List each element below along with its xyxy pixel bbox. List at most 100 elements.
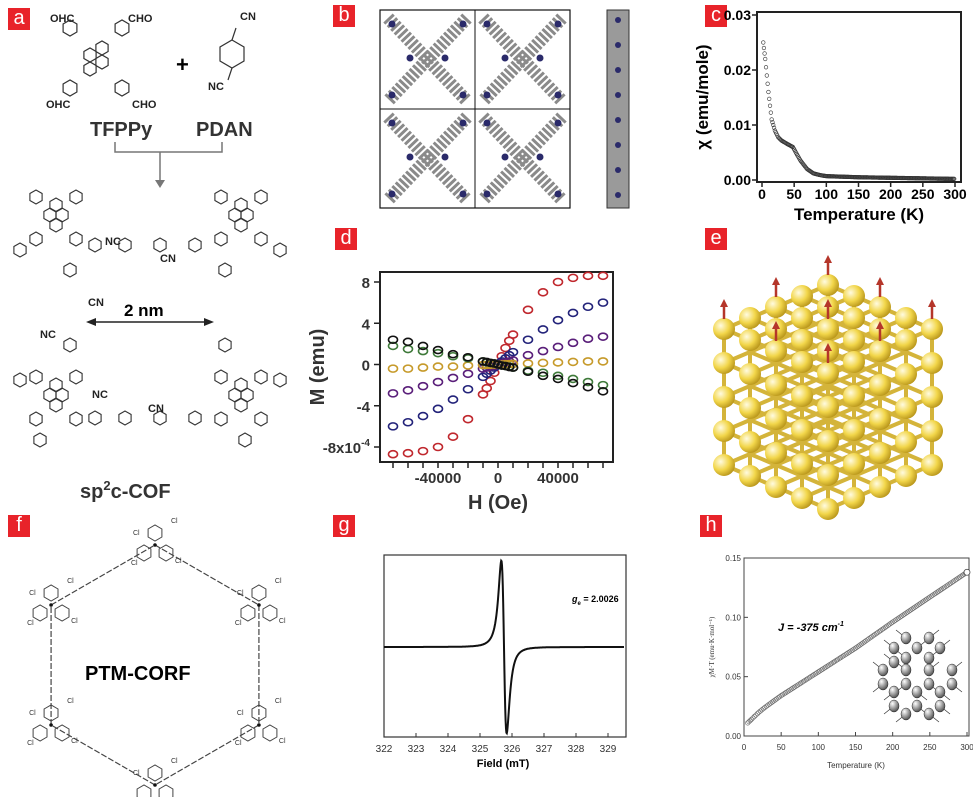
nitrogen-atom — [501, 153, 509, 161]
carbon-atom — [900, 631, 912, 645]
data-point-purple — [417, 381, 429, 391]
atom-sphere — [895, 431, 917, 453]
data-point — [761, 40, 766, 45]
nitrile-label: NC — [208, 81, 224, 93]
data-point-navy — [507, 347, 519, 357]
atom-sphere — [921, 352, 943, 374]
spin-arrow-head-icon — [876, 321, 884, 329]
carbon-atom — [911, 641, 923, 655]
x-tick-label: 327 — [536, 744, 553, 755]
bond — [853, 361, 881, 376]
spin-arrow-head-icon — [824, 255, 832, 263]
linker-label: NC — [105, 236, 121, 248]
linker-ring — [188, 237, 202, 253]
chlorophenyl-ring — [158, 784, 174, 797]
atom-sphere — [739, 431, 761, 453]
chlorine-label: Cl — [71, 618, 78, 625]
y-axis-label: χM·T (emu·K·mol⁻¹) — [708, 616, 716, 677]
chlorophenyl-ring — [54, 724, 70, 742]
x-axis-label: Field (mT) — [477, 758, 530, 770]
chlorine-label: Cl — [71, 738, 78, 745]
nitrogen-atom — [483, 20, 491, 28]
phenyl-ring — [33, 432, 47, 448]
atom-sphere — [843, 419, 865, 441]
data-point-gold — [597, 357, 609, 366]
data-point — [866, 636, 872, 642]
carbon-atom — [888, 699, 900, 713]
chlorophenyl-ring — [240, 724, 256, 742]
linker-label: NC — [40, 329, 56, 341]
atom-sphere — [791, 351, 813, 373]
atom-sphere — [869, 340, 891, 362]
linker-label: CN — [88, 297, 104, 309]
arrow-head-icon — [204, 318, 214, 326]
data-point-red — [507, 330, 519, 339]
phenyl-ring — [214, 369, 228, 385]
data-point — [775, 695, 781, 701]
data-point-navy — [417, 411, 429, 421]
data-point-purple — [597, 332, 609, 341]
bond — [827, 440, 855, 455]
x-tick-label: 200 — [886, 743, 900, 752]
atom-sphere — [791, 419, 813, 441]
pyrene-ring — [240, 207, 254, 223]
chlorine-label: Cl — [279, 618, 286, 625]
y-axis-label: χ (emu/mole) — [693, 44, 712, 149]
nitrogen-atom — [459, 20, 467, 28]
linker-ring — [153, 237, 167, 253]
nitrogen-atom — [388, 119, 396, 127]
atom-sphere — [765, 296, 787, 318]
chlorophenyl-ring — [43, 704, 59, 722]
spin-arrow-head-icon — [928, 299, 936, 307]
phenyl-ring — [29, 369, 43, 385]
data-point — [767, 96, 772, 101]
chlorophenyl-ring — [251, 704, 267, 722]
data-point — [765, 81, 770, 86]
data-point-green — [387, 341, 399, 351]
chlorine-label: Cl — [279, 738, 286, 745]
alkyne-linker — [154, 724, 260, 786]
data-point — [882, 624, 888, 630]
x-tick-label: 250 — [911, 186, 935, 202]
carbon-atom — [888, 655, 900, 669]
radical-center — [153, 543, 157, 547]
carbon-atom — [911, 685, 923, 699]
bond — [749, 350, 777, 365]
data-point — [881, 625, 887, 631]
data-point-red — [567, 273, 579, 283]
data-point — [875, 630, 881, 636]
chlorine-label: Cl — [133, 770, 140, 777]
data-point-navy — [537, 325, 549, 334]
bond — [801, 372, 829, 387]
phenyl-ring — [114, 19, 130, 37]
nitrogen-atom — [615, 42, 621, 48]
linker-ring — [118, 237, 132, 253]
data-point-green — [582, 377, 594, 387]
pyrene-ring — [234, 397, 248, 413]
data-point-purple — [402, 385, 414, 395]
atom-sphere — [869, 476, 891, 498]
pyrene-ring — [43, 387, 57, 403]
phenyl-ring — [29, 231, 43, 247]
pyrene-ring — [49, 377, 63, 393]
nitrogen-atom — [388, 91, 396, 99]
coupling-annotation: J = -375 cm-1 — [778, 621, 844, 634]
data-point — [746, 719, 752, 725]
atom-sphere — [765, 408, 787, 430]
data-point-red — [500, 343, 511, 353]
linker-ring — [188, 410, 202, 426]
carbon-atom — [900, 677, 912, 691]
atom-sphere — [895, 397, 917, 419]
carbon-atom — [911, 699, 923, 713]
data-point-red — [387, 449, 399, 459]
carbon-atom — [900, 663, 912, 677]
data-point-navy — [432, 404, 444, 414]
data-point — [885, 622, 891, 628]
epr-spectrum-chart: 322 323 324 325 326 327 328 329 Field (mT) ge = 2… — [376, 554, 627, 770]
x-tick-label: 300 — [960, 743, 973, 752]
data-point-red — [462, 414, 474, 424]
spin-arrow-head-icon — [772, 321, 780, 329]
radical-center — [257, 723, 261, 727]
atom-sphere — [791, 487, 813, 509]
data-point — [761, 45, 767, 51]
